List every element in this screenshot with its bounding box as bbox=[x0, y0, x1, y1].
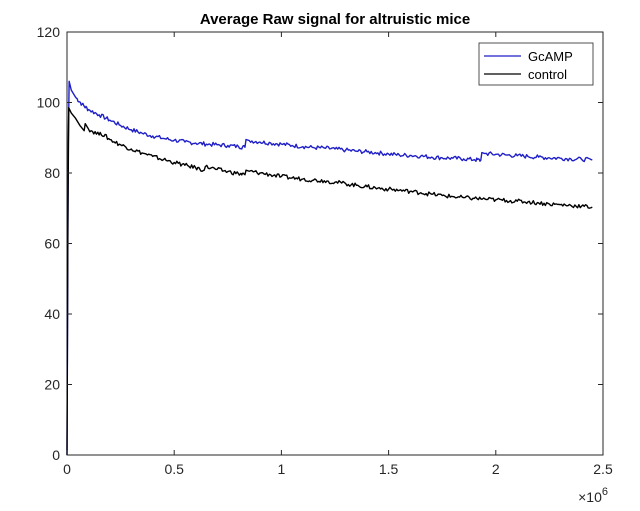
legend-box bbox=[478, 42, 594, 86]
series-line-gcamp bbox=[66, 80, 593, 456]
y-tick-label: 0 bbox=[52, 447, 60, 463]
axis-layer: 0 0.5 1 1.5 2 2.5 0 20 40 60 80 100 120 bbox=[37, 24, 613, 477]
legend: GcAMP control bbox=[478, 42, 594, 86]
y-tick-label: 120 bbox=[37, 24, 61, 40]
x-tick-label: 1 bbox=[278, 461, 286, 477]
legend-label-gcamp: GcAMP bbox=[528, 49, 573, 64]
y-tick-label: 60 bbox=[44, 236, 60, 252]
series-line-control bbox=[66, 107, 593, 456]
legend-label-control: control bbox=[528, 67, 567, 82]
y-tick-label: 20 bbox=[44, 377, 60, 393]
x-tick-label: 0 bbox=[63, 461, 71, 477]
y-tick-label: 40 bbox=[44, 306, 60, 322]
x-tick-label: 2.5 bbox=[593, 461, 613, 477]
x-tick-label: 2 bbox=[492, 461, 500, 477]
series-layer bbox=[66, 80, 593, 456]
x-axis-exponent-base: ×10 bbox=[578, 489, 602, 505]
y-tick-label: 100 bbox=[37, 95, 61, 111]
x-axis-exponent: ×106 bbox=[578, 486, 608, 505]
x-tick-label: 1.5 bbox=[379, 461, 399, 477]
chart-title: Average Raw signal for altruistic mice bbox=[200, 11, 470, 28]
x-axis-exponent-power: 6 bbox=[602, 486, 608, 498]
y-tick-label: 80 bbox=[44, 165, 60, 181]
x-tick-label: 0.5 bbox=[164, 461, 184, 477]
plot-area bbox=[66, 31, 604, 456]
